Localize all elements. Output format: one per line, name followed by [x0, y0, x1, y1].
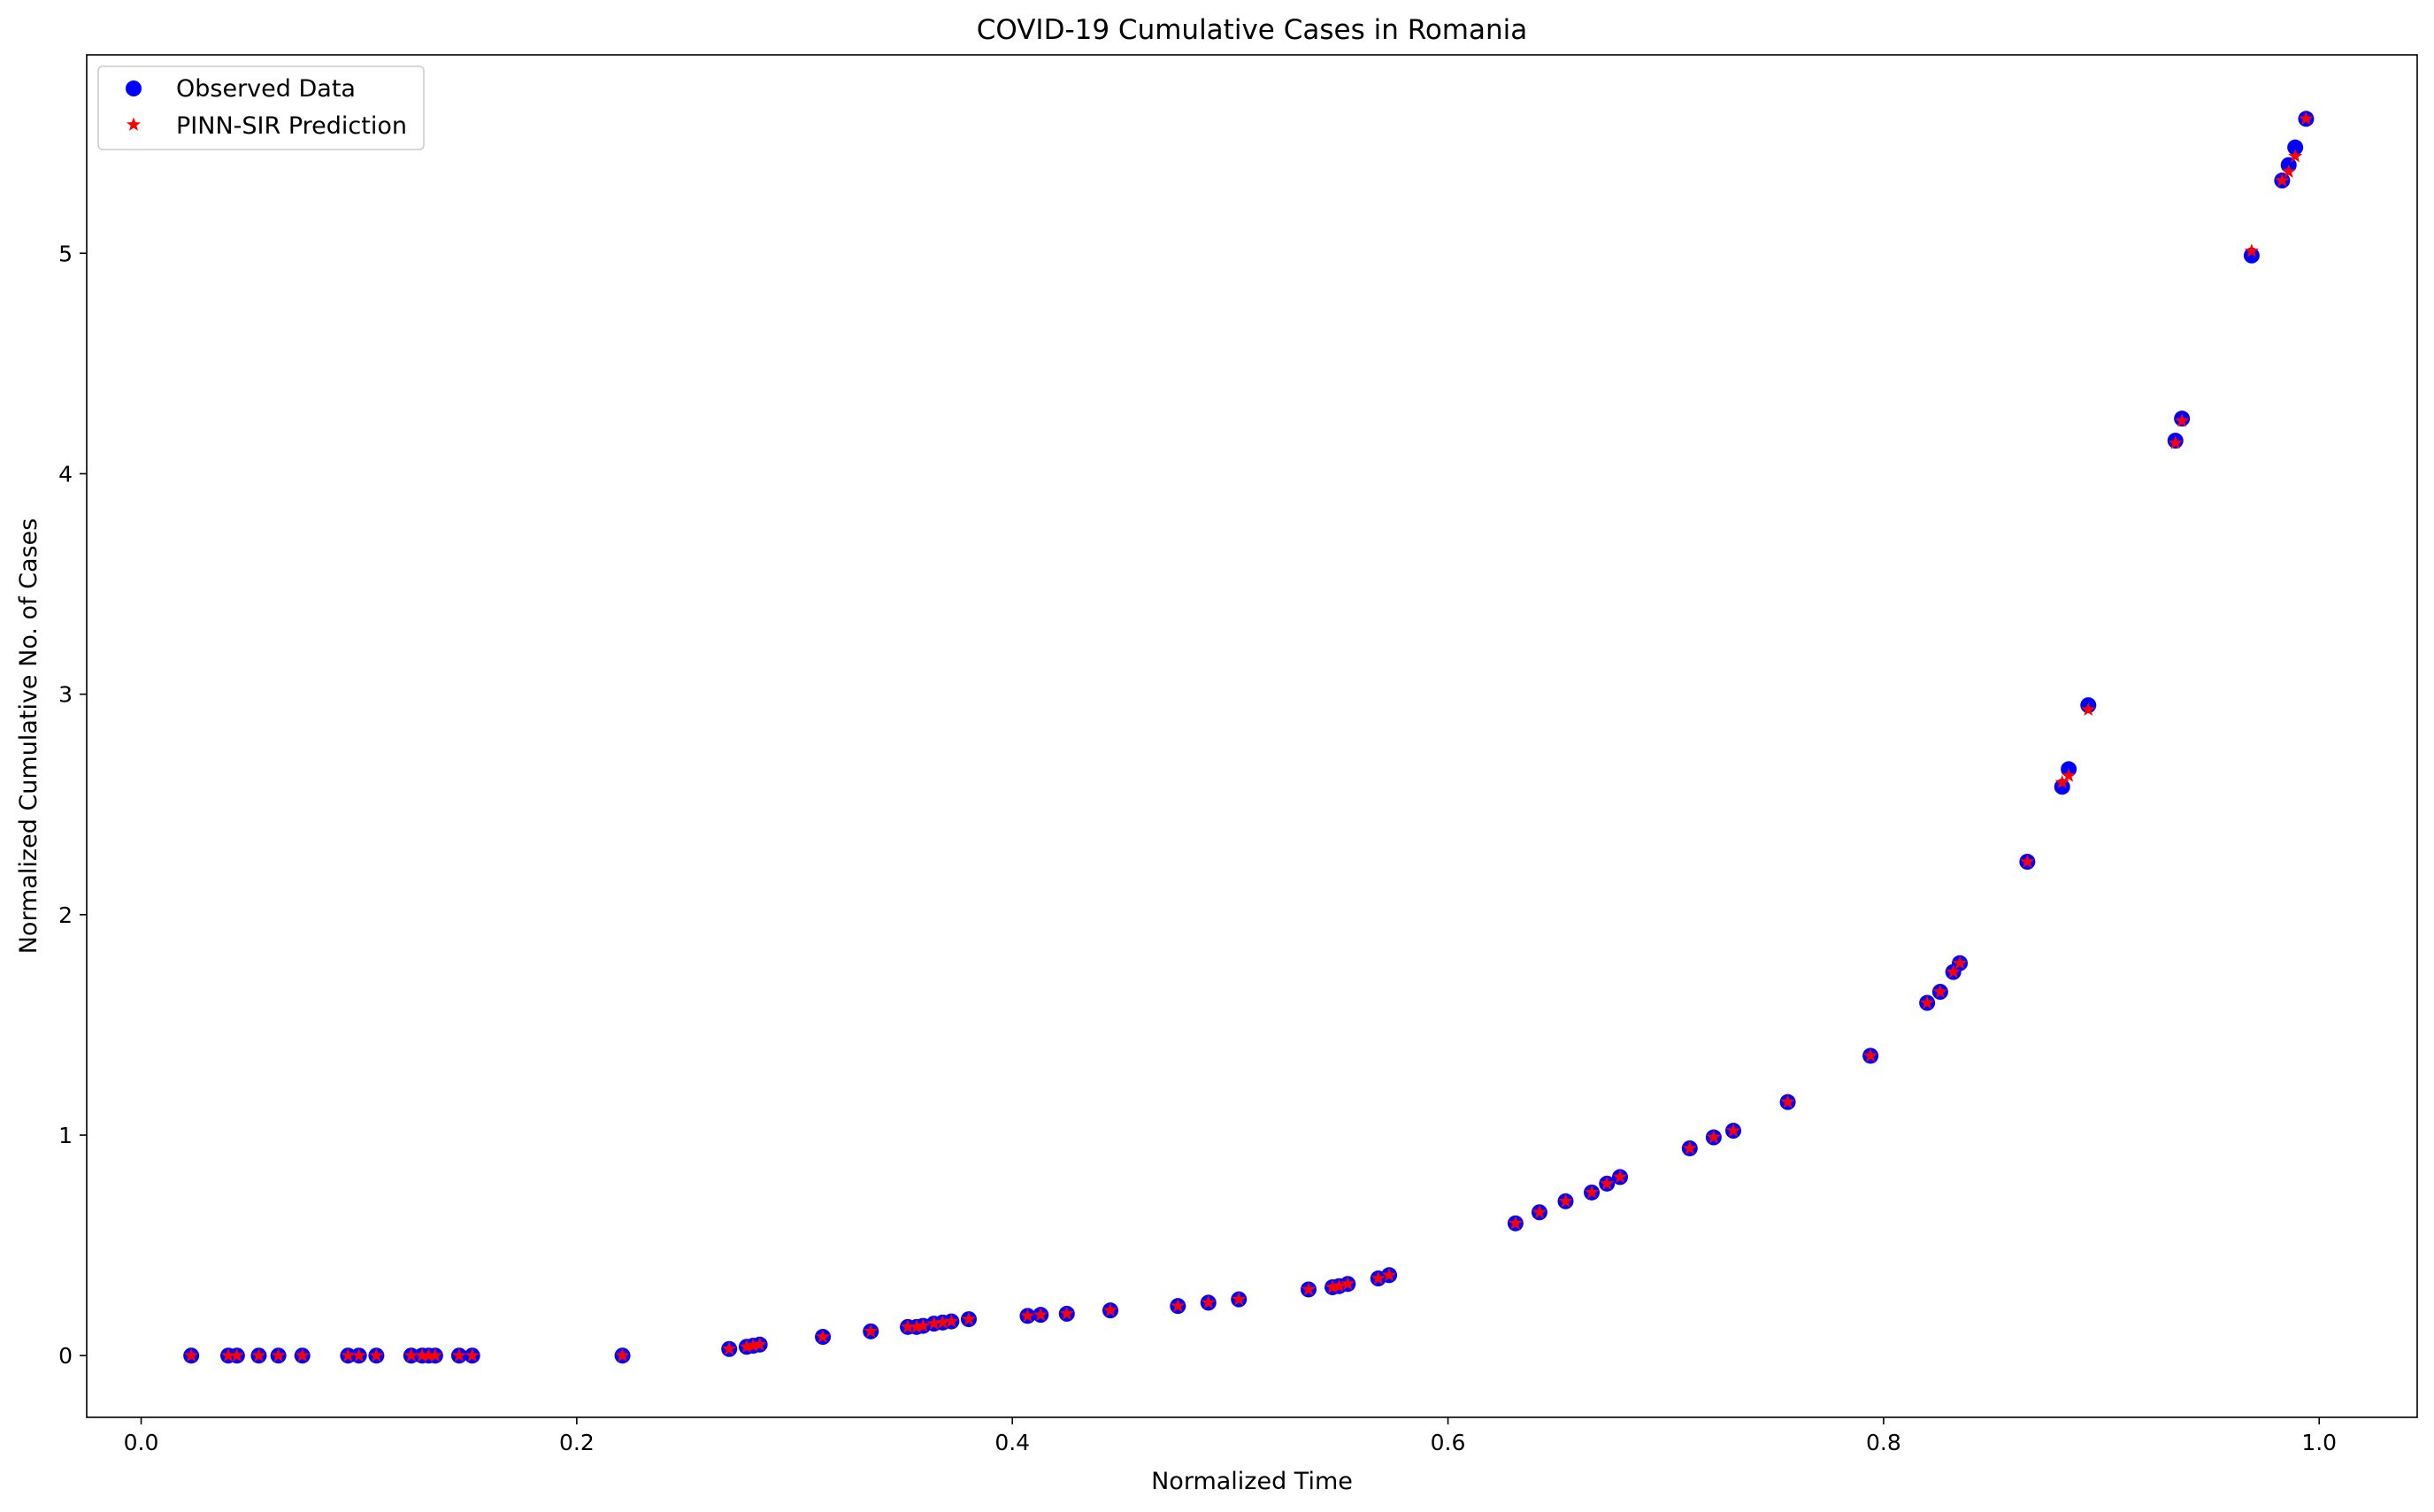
x-tick-label: 0.8: [1866, 1430, 1901, 1455]
prediction-data-point: [220, 1347, 236, 1362]
prediction-data-point: [451, 1347, 467, 1362]
prediction-data-point: [739, 1339, 754, 1354]
prediction-data-point: [2054, 774, 2069, 789]
prediction-data-point: [1920, 995, 1935, 1009]
prediction-data-point: [909, 1319, 924, 1333]
prediction-data-point: [403, 1347, 418, 1362]
x-tick-label: 0.0: [124, 1430, 159, 1455]
prediction-data-point: [864, 1324, 879, 1338]
prediction-data-point: [1332, 1278, 1347, 1293]
x-axis-label: Normalized Time: [1151, 1468, 1353, 1495]
prediction-data-point: [1171, 1298, 1186, 1313]
prediction-data-point: [1682, 1140, 1697, 1155]
prediction-data-point: [465, 1347, 480, 1362]
prediction-data-point: [926, 1316, 941, 1330]
prediction-data-point: [2062, 768, 2077, 782]
prediction-data-point: [752, 1337, 767, 1351]
prediction-data-point: [1932, 984, 1947, 998]
x-tick-label: 1.0: [2301, 1430, 2337, 1455]
axes-frame: [86, 54, 2418, 1418]
prediction-data-point: [421, 1347, 436, 1362]
prediction-data-point: [341, 1347, 356, 1362]
x-axis: 0.0 0.2 0.4 0.6 0.8 1.0: [124, 1417, 2337, 1455]
y-axis-label: Normalized Cumulative No. of Cases: [15, 518, 42, 955]
prediction-data-point: [1946, 964, 1961, 979]
prediction-data-point: [2288, 149, 2303, 163]
x-tick-label: 0.4: [994, 1430, 1030, 1455]
legend-box: [97, 65, 425, 150]
y-tick-label: 2: [58, 902, 73, 928]
prediction-data-point: [295, 1347, 310, 1362]
y-tick-label: 1: [58, 1123, 73, 1148]
prediction-data-point: [1232, 1292, 1247, 1306]
prediction-data-point: [1201, 1294, 1216, 1309]
prediction-data-point: [415, 1347, 430, 1362]
observed-data-point: [2243, 247, 2260, 264]
prediction-data-point: [2081, 702, 2096, 716]
prediction-data-point: [1584, 1185, 1600, 1199]
prediction-data-point: [1863, 1048, 1878, 1063]
prediction-data-point: [351, 1347, 366, 1362]
prediction-data-point: [1020, 1308, 1035, 1323]
prediction-data-point: [2244, 243, 2259, 257]
prediction-data-point: [1340, 1276, 1355, 1291]
prediction-data-point: [1725, 1123, 1741, 1137]
prediction-data-point: [935, 1315, 950, 1329]
legend: Observed Data PINN-SIR Prediction: [97, 65, 425, 150]
prediction-data-point: [916, 1318, 931, 1332]
prediction-data-point: [427, 1347, 442, 1362]
legend-observed-label: Observed Data: [176, 75, 356, 103]
prediction-data-point: [2281, 164, 2296, 178]
plot-area: [183, 111, 2315, 1364]
prediction-data-point: [2275, 173, 2290, 187]
chart-title: COVID-19 Cumulative Cases in Romania: [977, 14, 1528, 46]
y-tick-label: 4: [58, 461, 73, 487]
prediction-data-point: [1059, 1306, 1074, 1320]
y-axis: 0 1 2 3 4 5: [58, 241, 87, 1369]
prediction-data-point: [746, 1338, 761, 1352]
prediction-data-point: [1102, 1302, 1118, 1317]
prediction-data-point: [1325, 1279, 1340, 1293]
prediction-data-point: [615, 1347, 630, 1362]
prediction-data-point: [1600, 1176, 1615, 1190]
prediction-data-point: [2168, 435, 2183, 449]
x-tick-label: 0.2: [559, 1430, 595, 1455]
legend-prediction-marker: [126, 117, 142, 131]
prediction-data-point: [229, 1347, 244, 1362]
prediction-data-point: [944, 1314, 959, 1328]
prediction-data-point: [815, 1329, 831, 1343]
prediction-data-point: [2175, 413, 2190, 427]
legend-prediction-label: PINN-SIR Prediction: [176, 112, 407, 140]
prediction-data-point: [1508, 1216, 1523, 1230]
prediction-data-point: [1780, 1094, 1795, 1109]
prediction-data-point: [1612, 1169, 1628, 1184]
prediction-data-point: [1033, 1307, 1048, 1321]
prediction-data-point: [1706, 1130, 1721, 1144]
prediction-data-point: [1301, 1281, 1317, 1296]
prediction-data-point: [251, 1347, 266, 1362]
prediction-data-point: [961, 1311, 977, 1325]
prediction-data-point: [1382, 1267, 1397, 1282]
prediction-data-point: [271, 1347, 286, 1362]
y-tick-label: 3: [58, 682, 73, 708]
legend-observed-marker: [126, 81, 142, 96]
prediction-data-point: [184, 1347, 199, 1362]
prediction-data-point: [2299, 111, 2314, 126]
observed-data-point: [2054, 779, 2070, 795]
prediction-data-point: [900, 1319, 916, 1333]
y-tick-label: 0: [58, 1343, 73, 1369]
observed-data-point: [2287, 139, 2304, 156]
prediction-data-point: [722, 1341, 737, 1355]
prediction-data-point: [1371, 1270, 1386, 1285]
prediction-data-point: [1952, 956, 1968, 970]
y-tick-label: 5: [58, 241, 73, 266]
prediction-data-point: [1532, 1204, 1547, 1219]
prediction-data-point: [1558, 1193, 1573, 1208]
x-tick-label: 0.6: [1431, 1430, 1466, 1455]
prediction-data-point: [2020, 854, 2035, 868]
prediction-data-point: [369, 1347, 384, 1362]
